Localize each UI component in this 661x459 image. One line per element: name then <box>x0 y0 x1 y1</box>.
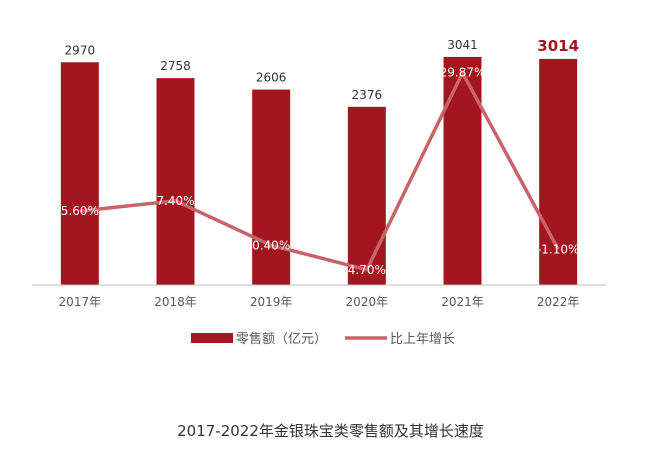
bar-value-label-4: 3041 <box>447 38 478 52</box>
growth-label-4: 29.87% <box>440 66 486 80</box>
legend-line-label: 比上年增长 <box>390 332 455 347</box>
bar-3 <box>347 106 386 285</box>
growth-label-5: -1.10% <box>537 242 579 256</box>
bar-value-labels: 2970 2758 2606 2376 3041 3014 <box>65 37 579 102</box>
bar-value-label-0: 2970 <box>65 43 96 57</box>
growth-value-labels: 5.60% 7.40% 0.40% 4.70% 29.87% -1.10% <box>61 66 580 277</box>
growth-label-1: 7.40% <box>156 194 194 208</box>
x-tick-labels: 2017年 2018年 2019年 2020年 2021年 2022年 <box>59 295 580 309</box>
x-tick-2: 2019年 <box>250 295 293 309</box>
legend-bar-label: 零售额（亿元） <box>236 331 327 347</box>
x-tick-5: 2022年 <box>537 295 580 309</box>
x-tick-3: 2020年 <box>346 295 389 309</box>
bar-value-label-3: 2376 <box>352 88 383 102</box>
bar-value-label-5: 3014 <box>537 37 579 55</box>
chart-svg: 2970 2758 2606 2376 3041 3014 5.60% 7.40% 0.40%… <box>32 37 606 347</box>
bar-value-label-1: 2758 <box>160 59 191 73</box>
growth-line <box>79 70 560 272</box>
bars-layer <box>60 56 578 286</box>
growth-label-0: 5.60% <box>61 204 99 218</box>
bar-value-label-2: 2606 <box>256 71 287 85</box>
x-tick-0: 2017年 <box>59 295 102 309</box>
x-tick-4: 2021年 <box>441 295 484 309</box>
bar-1 <box>156 78 195 286</box>
bar-2 <box>252 89 291 285</box>
legend: 零售额（亿元） 比上年增长 <box>191 331 455 347</box>
bar-4 <box>443 56 482 285</box>
legend-bar-swatch <box>191 333 233 343</box>
growth-label-3: 4.70% <box>348 263 386 277</box>
bar-0 <box>60 62 99 285</box>
chart-caption: 2017-2022年金银珠宝类零售额及其增长速度 <box>177 422 484 440</box>
x-tick-1: 2018年 <box>154 295 197 309</box>
growth-label-2: 0.40% <box>252 238 290 252</box>
chart: 2970 2758 2606 2376 3041 3014 5.60% 7.40% 0.40%… <box>32 37 606 347</box>
